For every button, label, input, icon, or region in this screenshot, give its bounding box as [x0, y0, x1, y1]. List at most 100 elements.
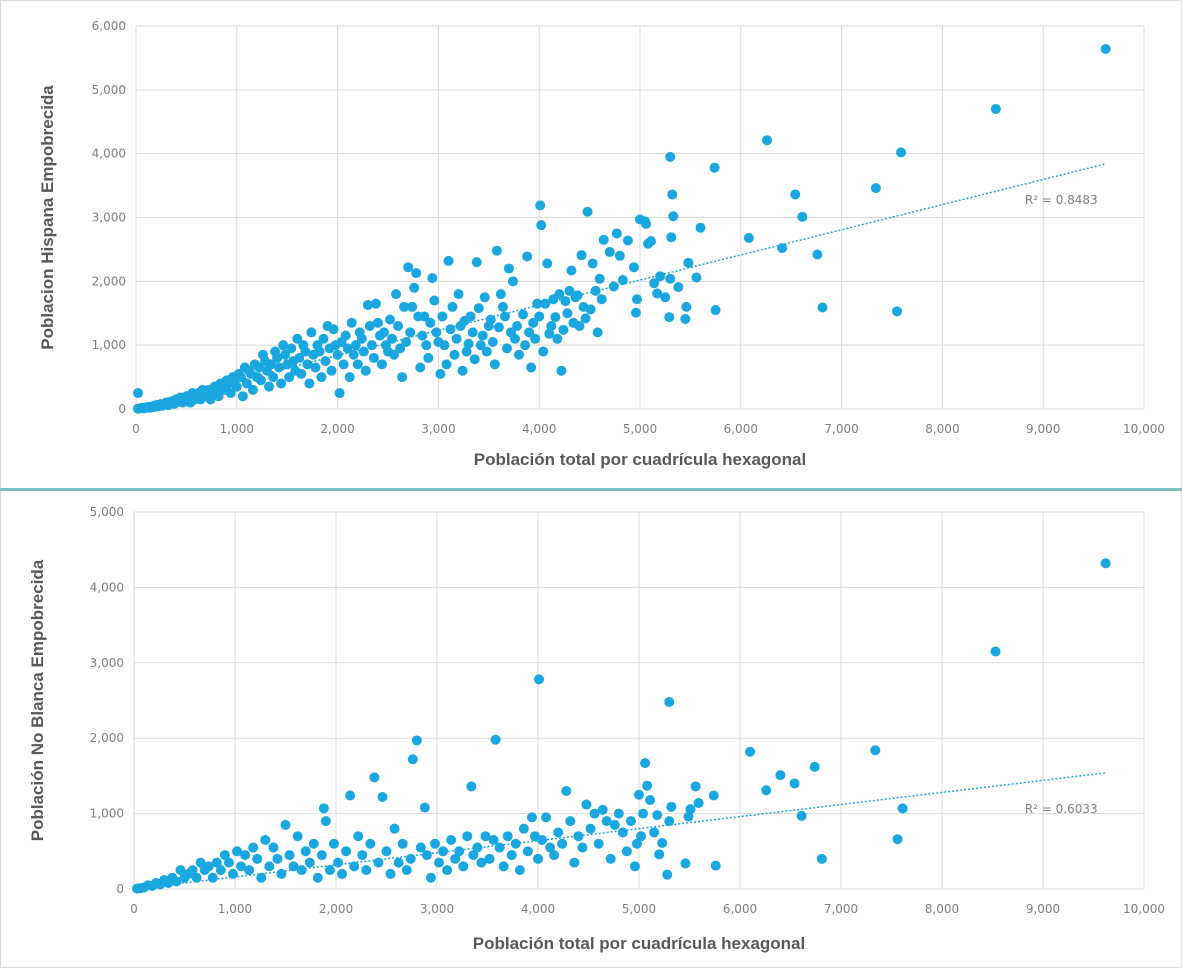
- data-point: [538, 346, 549, 357]
- data-point: [276, 868, 287, 879]
- data-point: [493, 322, 504, 333]
- data-point: [611, 228, 622, 239]
- data-point: [475, 340, 486, 351]
- data-point: [638, 808, 649, 819]
- chart-panel-nonwhite: 0 1,000 2,000 3,000 4,000 5,000 6,000 7,000 8,00…: [0, 491, 1182, 968]
- x-tick-label: 4,000: [521, 902, 555, 916]
- x-axis-title: Población total por cuadrícula hexagonal: [473, 934, 806, 953]
- data-point: [354, 327, 365, 338]
- data-point: [241, 378, 252, 389]
- data-point: [532, 298, 543, 309]
- data-point: [318, 803, 329, 814]
- data-point: [421, 340, 432, 351]
- r-squared-label: R² = 0.8483: [1025, 193, 1098, 207]
- data-point: [276, 378, 287, 389]
- data-point: [385, 868, 396, 879]
- data-point: [593, 838, 604, 849]
- x-tick-label: 3,000: [421, 422, 455, 436]
- data-point: [514, 865, 525, 876]
- data-point: [236, 861, 247, 872]
- data-point: [546, 321, 557, 332]
- data-point: [409, 282, 420, 293]
- data-point: [453, 289, 464, 300]
- data-point: [423, 352, 434, 363]
- y-axis-title: Poblacion Hispana Empobrecida: [38, 85, 57, 350]
- data-point: [429, 838, 440, 849]
- data-point: [497, 301, 508, 312]
- data-point: [320, 356, 331, 367]
- data-point: [433, 336, 444, 347]
- data-point: [316, 372, 327, 383]
- data-point: [681, 301, 692, 312]
- data-point: [533, 853, 543, 864]
- data-point: [664, 312, 675, 323]
- data-point: [790, 189, 801, 200]
- scatter-chart-hispanic: 0 1,000 2,000 3,000 4,000 5,000 6,000 7,000 8,00…: [38, 19, 1165, 469]
- data-point: [306, 327, 317, 338]
- data-point: [597, 804, 608, 815]
- data-point: [445, 324, 456, 335]
- data-point: [302, 359, 313, 370]
- data-point: [441, 359, 452, 370]
- data-point: [530, 333, 541, 344]
- y-tick-label: 0: [116, 882, 124, 896]
- data-point: [393, 321, 404, 332]
- data-point: [401, 865, 412, 876]
- data-point: [324, 343, 335, 354]
- data-point: [237, 391, 248, 402]
- data-point: [415, 842, 426, 853]
- data-point: [248, 842, 259, 853]
- data-point: [239, 362, 250, 373]
- x-axis-title: Población total por cuadrícula hexagonal: [474, 450, 807, 469]
- data-point: [312, 872, 323, 883]
- data-point: [260, 834, 271, 845]
- x-tick-label: 0: [132, 422, 140, 436]
- data-point: [292, 831, 303, 842]
- data-point: [630, 307, 641, 318]
- data-point: [458, 861, 469, 872]
- data-point: [132, 883, 143, 894]
- data-point: [524, 327, 535, 338]
- data-point: [635, 214, 645, 225]
- chart-panel-hispanic: 0 1,000 2,000 3,000 4,000 5,000 6,000 7,000 8,00…: [0, 0, 1182, 488]
- data-point: [514, 349, 525, 360]
- data-point: [660, 292, 671, 303]
- data-point: [353, 831, 364, 842]
- data-point: [520, 340, 531, 351]
- data-point: [179, 872, 190, 883]
- data-point: [522, 846, 533, 857]
- data-point: [344, 372, 355, 383]
- data-point: [352, 359, 363, 370]
- data-point: [463, 338, 474, 349]
- data-point: [435, 368, 446, 379]
- data-point: [655, 271, 666, 282]
- data-point: [312, 340, 323, 351]
- data-point: [461, 346, 472, 357]
- data-point: [561, 785, 572, 796]
- data-point: [372, 317, 383, 328]
- data-point: [580, 313, 591, 324]
- data-point: [467, 327, 478, 338]
- data-point: [812, 249, 823, 260]
- data-point: [350, 340, 361, 351]
- x-tick-label: 7,000: [824, 902, 858, 916]
- data-point: [667, 189, 678, 200]
- data-point: [447, 301, 458, 312]
- data-point: [743, 232, 754, 243]
- data-point: [649, 827, 660, 838]
- data-point: [487, 336, 498, 347]
- data-point: [549, 850, 560, 861]
- data-point: [708, 790, 719, 801]
- data-point: [240, 850, 251, 861]
- data-point: [477, 330, 488, 341]
- data-point: [411, 268, 422, 279]
- data-point: [585, 823, 596, 834]
- data-point: [455, 321, 466, 332]
- data-point: [376, 359, 387, 370]
- data-point: [328, 838, 339, 849]
- data-point: [322, 321, 333, 332]
- y-tick-label: 4,000: [90, 580, 124, 594]
- data-point: [666, 232, 677, 243]
- data-point: [346, 317, 357, 328]
- data-point: [427, 273, 438, 284]
